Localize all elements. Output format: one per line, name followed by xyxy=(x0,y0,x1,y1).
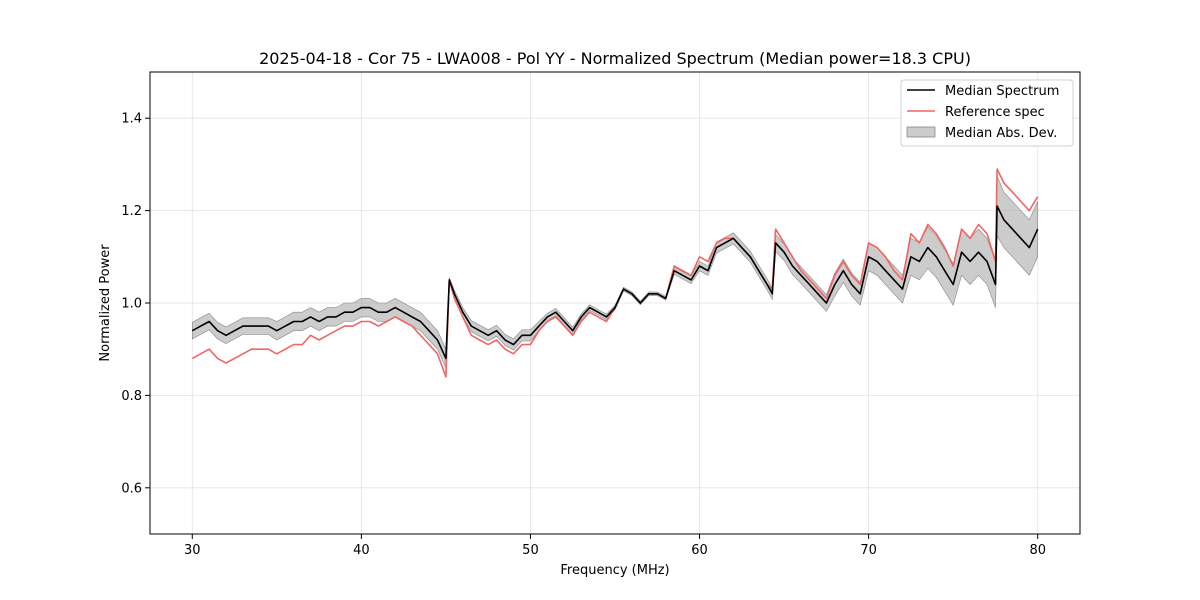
x-tick-label: 70 xyxy=(860,543,877,558)
legend-box xyxy=(900,79,1074,147)
legend-swatch-mad xyxy=(906,126,936,138)
y-tick-label: 0.6 xyxy=(121,481,142,496)
x-tick-label: 80 xyxy=(1029,543,1046,558)
series-layer xyxy=(191,168,1039,378)
chart-title: 2025-04-18 - Cor 75 - LWA008 - Pol YY - … xyxy=(259,49,971,68)
legend-label-median: Median Spectrum xyxy=(945,84,1059,99)
x-tick-label: 40 xyxy=(353,543,370,558)
y-tick-label: 1.4 xyxy=(121,112,142,127)
grid xyxy=(150,72,1080,534)
y-tick-label: 1.2 xyxy=(121,204,142,219)
y-axis: 0.6 0.8 1.0 1.2 1.4 xyxy=(121,112,150,496)
y-tick-label: 0.8 xyxy=(121,389,142,404)
legend-label-reference: Reference spec xyxy=(945,105,1045,120)
median-spectrum-line xyxy=(191,205,1039,360)
mad-band xyxy=(192,175,1038,368)
mad-band-layer xyxy=(192,175,1038,368)
x-axis: 30 40 50 60 70 80 xyxy=(184,534,1046,558)
x-tick-label: 30 xyxy=(184,543,201,558)
legend: Median Spectrum Reference spec Median Ab… xyxy=(900,79,1074,147)
y-tick-label: 1.0 xyxy=(121,297,142,312)
x-axis-label: Frequency (MHz) xyxy=(560,563,669,578)
y-axis-label: Normalized Power xyxy=(98,244,113,362)
x-tick-label: 50 xyxy=(522,543,539,558)
legend-label-mad: Median Abs. Dev. xyxy=(945,126,1057,141)
x-tick-label: 60 xyxy=(691,543,708,558)
